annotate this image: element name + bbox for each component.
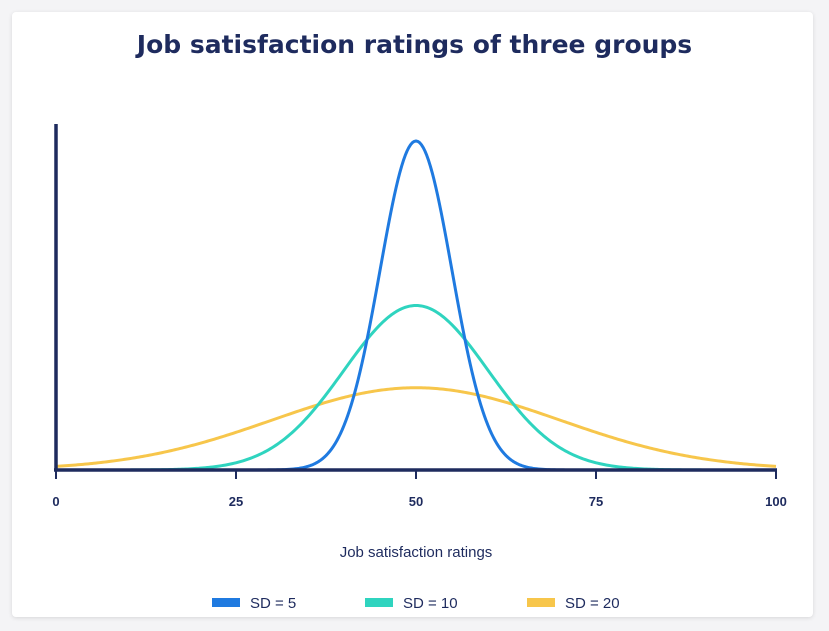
legend: SD = 5 SD = 10 SD = 20: [212, 595, 620, 612]
x-ticks-group: 0 25 50 75 100: [52, 470, 787, 509]
series-line-sd-20: [55, 386, 777, 468]
legend-label: SD = 20: [565, 595, 620, 612]
x-tick-label: 75: [589, 494, 603, 509]
x-tick-label: 100: [765, 494, 787, 509]
legend-label: SD = 10: [403, 595, 458, 612]
legend-swatch: [212, 598, 240, 607]
x-tick-label: 50: [409, 494, 423, 509]
legend-item: SD = 20: [527, 595, 620, 612]
legend-swatch: [527, 598, 555, 607]
chart-card: [12, 12, 813, 617]
legend-item: SD = 5: [212, 595, 296, 612]
legend-item: SD = 10: [365, 595, 458, 612]
x-axis-title: Job satisfaction ratings: [340, 544, 493, 561]
curves-group: [55, 139, 777, 472]
legend-swatch: [365, 598, 393, 607]
legend-label: SD = 5: [250, 595, 296, 612]
chart-title: Job satisfaction ratings of three groups: [136, 30, 693, 59]
x-tick-label: 0: [52, 494, 59, 509]
x-tick-label: 25: [229, 494, 243, 509]
